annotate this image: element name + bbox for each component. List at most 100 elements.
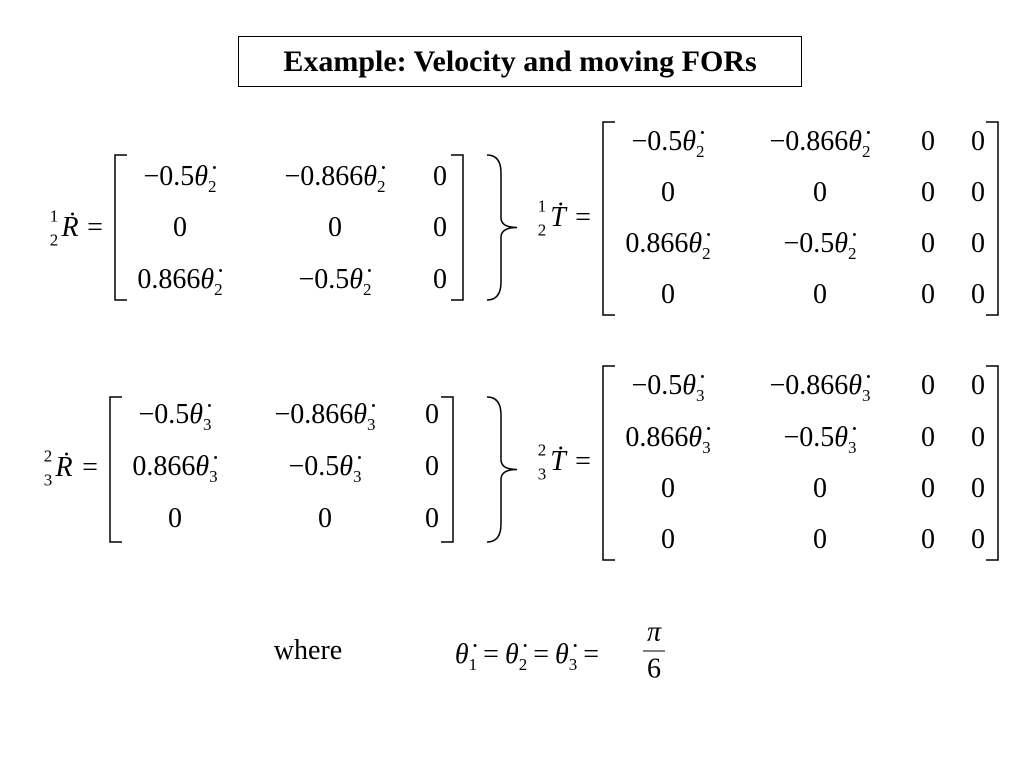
coefficient: −0.866 [769, 370, 849, 401]
matrix-cell: 0 [813, 279, 827, 310]
matrix-cell: 0 [328, 212, 342, 243]
symbol: θ̇ [195, 451, 210, 482]
subscript: 3 [203, 415, 212, 434]
matrix-cell: 0 [971, 228, 985, 259]
matrix-cell: −0.5θ̇3 [783, 422, 856, 457]
numerator: π [642, 618, 666, 652]
left-bracket [114, 154, 127, 301]
matrix-cell: 0 [813, 524, 827, 555]
relation: = [583, 639, 600, 670]
subscript: 2 [702, 244, 711, 263]
matrix-cell: 0 [433, 161, 447, 192]
lhs-symbol: Ṫ [550, 446, 566, 477]
lhs-subscript: 2 [49, 230, 59, 250]
subscript: 2 [848, 244, 857, 263]
left-bracket [602, 365, 615, 561]
lhs-subscript: 2 [537, 220, 547, 240]
symbol: θ̇ [200, 264, 215, 295]
relation: = [483, 639, 499, 670]
matrix-cell: 0.866θ̇2 [137, 264, 222, 299]
symbol: θ̇ [555, 639, 569, 670]
matrix-cell: 0 [433, 212, 447, 243]
matrix-cell: 0 [921, 370, 935, 401]
right-bracket [986, 365, 999, 561]
matrix-cell: 0 [971, 126, 985, 157]
denominator: 6 [647, 653, 661, 685]
symbol: θ̇ [688, 422, 703, 453]
matrix-cell: 0.866θ̇2 [625, 228, 710, 263]
matrix-cell: 0 [921, 177, 935, 208]
left-bracket [109, 396, 122, 543]
matrix-cell: 0 [971, 524, 985, 555]
symbol: θ̇ [349, 264, 364, 295]
lhs-superscript: 2 [43, 446, 53, 466]
lhs-symbol: Ṫ [550, 202, 566, 233]
matrix-cell: −0.866θ̇2 [769, 126, 870, 161]
matrix-cell: 0 [921, 126, 935, 157]
matrix-cell: 0 [425, 503, 439, 534]
matrix-cell: 0 [971, 279, 985, 310]
symbol: θ̇ [848, 126, 863, 157]
matrix-cell: −0.866θ̇3 [769, 370, 870, 405]
matrix-cell: 0 [921, 279, 935, 310]
subscript: 2 [862, 142, 871, 161]
subscript: 3 [702, 438, 711, 457]
matrix-cell: −0.5θ̇2 [631, 126, 704, 161]
symbol: θ̇ [834, 228, 849, 259]
matrix-cell: 0 [661, 473, 675, 504]
symbol: θ̇ [682, 370, 697, 401]
matrix-cell: −0.866θ̇2 [284, 161, 385, 196]
matrix-cell: 0 [971, 473, 985, 504]
symbol: θ̇ [363, 161, 378, 192]
relation: = [575, 202, 591, 233]
matrix-cell: 0 [425, 451, 439, 482]
matrix-cell: −0.5θ̇2 [298, 264, 371, 299]
coefficient: −0.5 [138, 399, 190, 430]
right-bracket [441, 396, 454, 543]
symbol: θ̇ [682, 126, 697, 157]
subscript: 2 [214, 280, 223, 299]
symbol: θ̇ [848, 370, 863, 401]
subscript: 3 [862, 386, 871, 405]
subscript: 3 [696, 386, 705, 405]
relation: = [575, 446, 591, 477]
symbol: θ̇ [189, 399, 204, 430]
relation: = [87, 212, 103, 243]
brace [486, 396, 518, 543]
subscript: 2 [377, 177, 386, 196]
matrix-cell: 0 [971, 177, 985, 208]
coefficient: −0.5 [631, 370, 683, 401]
left-bracket [602, 121, 615, 316]
coefficient: −0.5 [143, 161, 195, 192]
coefficient: −0.5 [783, 422, 835, 453]
subscript: 2 [208, 177, 217, 196]
subscript: 2 [363, 280, 372, 299]
matrix-cell: 0 [661, 279, 675, 310]
lhs-symbol: Ṙ [61, 212, 79, 243]
matrix-cell: 0 [661, 524, 675, 555]
matrix-cell: 0.866θ̇3 [132, 451, 217, 486]
right-bracket [451, 154, 464, 301]
title: Example: Velocity and moving FORs [238, 36, 802, 87]
matrix-cell: 0 [168, 503, 182, 534]
matrix-cell: 0 [971, 422, 985, 453]
subscript: 3 [209, 467, 218, 486]
matrix-cell: −0.5θ̇2 [783, 228, 856, 263]
matrix-cell: 0 [921, 228, 935, 259]
symbol: θ̇ [688, 228, 703, 259]
matrix-cell: 0 [661, 177, 675, 208]
lhs-subscript: 3 [537, 464, 547, 484]
symbol: θ̇ [454, 639, 469, 670]
brace [486, 154, 518, 301]
lhs-superscript: 1 [537, 196, 547, 216]
lhs-subscript: 3 [43, 470, 53, 490]
matrix-cell: 0 [971, 370, 985, 401]
coefficient: −0.866 [274, 399, 354, 430]
matrix-cell: −0.5θ̇2 [143, 161, 216, 196]
symbol: θ̇ [504, 639, 519, 670]
matrix-cell: −0.5θ̇3 [288, 453, 361, 486]
matrix-cell: 0 [813, 177, 827, 208]
symbol: θ̇ [194, 161, 209, 192]
